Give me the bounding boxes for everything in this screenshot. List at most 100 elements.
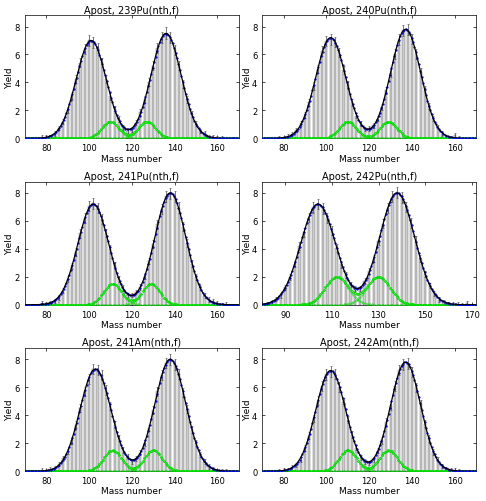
Bar bbox=[349, 285, 352, 305]
Bar bbox=[282, 470, 285, 471]
Bar bbox=[97, 370, 99, 471]
Bar bbox=[156, 49, 158, 139]
Bar bbox=[156, 392, 158, 471]
Bar bbox=[436, 128, 439, 139]
Bar bbox=[312, 87, 314, 139]
Bar bbox=[212, 302, 214, 305]
Bar bbox=[182, 227, 184, 305]
Bar bbox=[359, 289, 361, 305]
Bar bbox=[161, 375, 163, 471]
Bar bbox=[303, 233, 305, 305]
Bar bbox=[298, 247, 301, 305]
X-axis label: Mass number: Mass number bbox=[339, 321, 399, 329]
Bar bbox=[71, 440, 73, 471]
Y-axis label: Yield: Yield bbox=[5, 399, 15, 421]
Bar bbox=[454, 470, 456, 471]
Bar bbox=[50, 138, 52, 139]
Y-axis label: Yield: Yield bbox=[243, 233, 252, 255]
Bar bbox=[372, 126, 375, 139]
Bar bbox=[101, 219, 103, 305]
Bar bbox=[105, 80, 107, 139]
Bar bbox=[270, 303, 273, 305]
Bar bbox=[118, 438, 120, 471]
Bar bbox=[441, 134, 443, 139]
Bar bbox=[364, 282, 366, 305]
Bar bbox=[372, 459, 375, 471]
Bar bbox=[58, 298, 60, 305]
Bar bbox=[204, 134, 206, 139]
Bar bbox=[381, 440, 383, 471]
Bar bbox=[419, 260, 421, 305]
Bar bbox=[195, 443, 197, 471]
Bar bbox=[88, 42, 90, 139]
Bar bbox=[433, 294, 435, 305]
Bar bbox=[97, 49, 99, 139]
Bar bbox=[75, 80, 77, 139]
Bar bbox=[169, 39, 172, 139]
Bar bbox=[75, 425, 77, 471]
Bar bbox=[114, 266, 116, 305]
Bar bbox=[410, 223, 412, 305]
Bar bbox=[143, 443, 146, 471]
Bar bbox=[424, 91, 426, 139]
Bar bbox=[174, 364, 175, 471]
Bar bbox=[351, 103, 353, 139]
Bar bbox=[419, 404, 422, 471]
Bar bbox=[442, 303, 445, 305]
Bar bbox=[275, 300, 278, 305]
Bar bbox=[122, 128, 124, 139]
Bar bbox=[92, 43, 94, 139]
Bar bbox=[300, 460, 302, 471]
Bar bbox=[287, 470, 289, 471]
Bar bbox=[161, 209, 163, 305]
Bar bbox=[139, 288, 141, 305]
Bar bbox=[391, 197, 394, 305]
Bar bbox=[351, 435, 353, 471]
Bar bbox=[291, 468, 293, 471]
Bar bbox=[212, 469, 214, 471]
Y-axis label: Yield: Yield bbox=[243, 399, 252, 421]
Bar bbox=[291, 134, 293, 139]
Bar bbox=[289, 278, 291, 305]
Bar bbox=[135, 458, 137, 471]
Bar bbox=[295, 131, 297, 139]
Bar bbox=[148, 262, 150, 305]
Bar bbox=[345, 276, 347, 305]
Bar bbox=[50, 470, 52, 471]
Bar bbox=[58, 464, 60, 471]
Bar bbox=[436, 460, 439, 471]
Bar bbox=[191, 430, 193, 471]
Bar bbox=[139, 453, 141, 471]
Bar bbox=[308, 103, 311, 139]
Bar bbox=[92, 204, 94, 305]
Bar bbox=[191, 115, 193, 139]
Y-axis label: Yield: Yield bbox=[5, 233, 15, 255]
Y-axis label: Yield: Yield bbox=[5, 67, 15, 89]
Bar bbox=[169, 194, 172, 305]
Bar bbox=[325, 42, 328, 139]
Bar bbox=[355, 448, 357, 471]
Bar bbox=[360, 458, 362, 471]
Bar bbox=[208, 466, 210, 471]
Bar bbox=[390, 74, 392, 139]
Bar bbox=[152, 245, 154, 305]
Bar bbox=[398, 41, 400, 139]
Title: Apost, 239Pu(nth,f): Apost, 239Pu(nth,f) bbox=[84, 6, 179, 16]
Bar bbox=[308, 218, 310, 305]
Bar bbox=[368, 463, 370, 471]
Bar bbox=[385, 422, 387, 471]
Bar bbox=[67, 280, 69, 305]
Bar bbox=[169, 360, 172, 471]
Bar bbox=[118, 120, 120, 139]
Bar bbox=[387, 209, 389, 305]
Title: Apost, 242Am(nth,f): Apost, 242Am(nth,f) bbox=[320, 338, 419, 348]
Bar bbox=[71, 96, 73, 139]
Bar bbox=[79, 64, 82, 139]
Bar bbox=[75, 253, 77, 305]
X-axis label: Mass number: Mass number bbox=[102, 321, 162, 329]
Bar bbox=[322, 209, 324, 305]
Bar bbox=[109, 406, 111, 471]
Bar bbox=[131, 130, 133, 139]
X-axis label: Mass number: Mass number bbox=[102, 486, 162, 495]
Bar bbox=[53, 302, 56, 305]
